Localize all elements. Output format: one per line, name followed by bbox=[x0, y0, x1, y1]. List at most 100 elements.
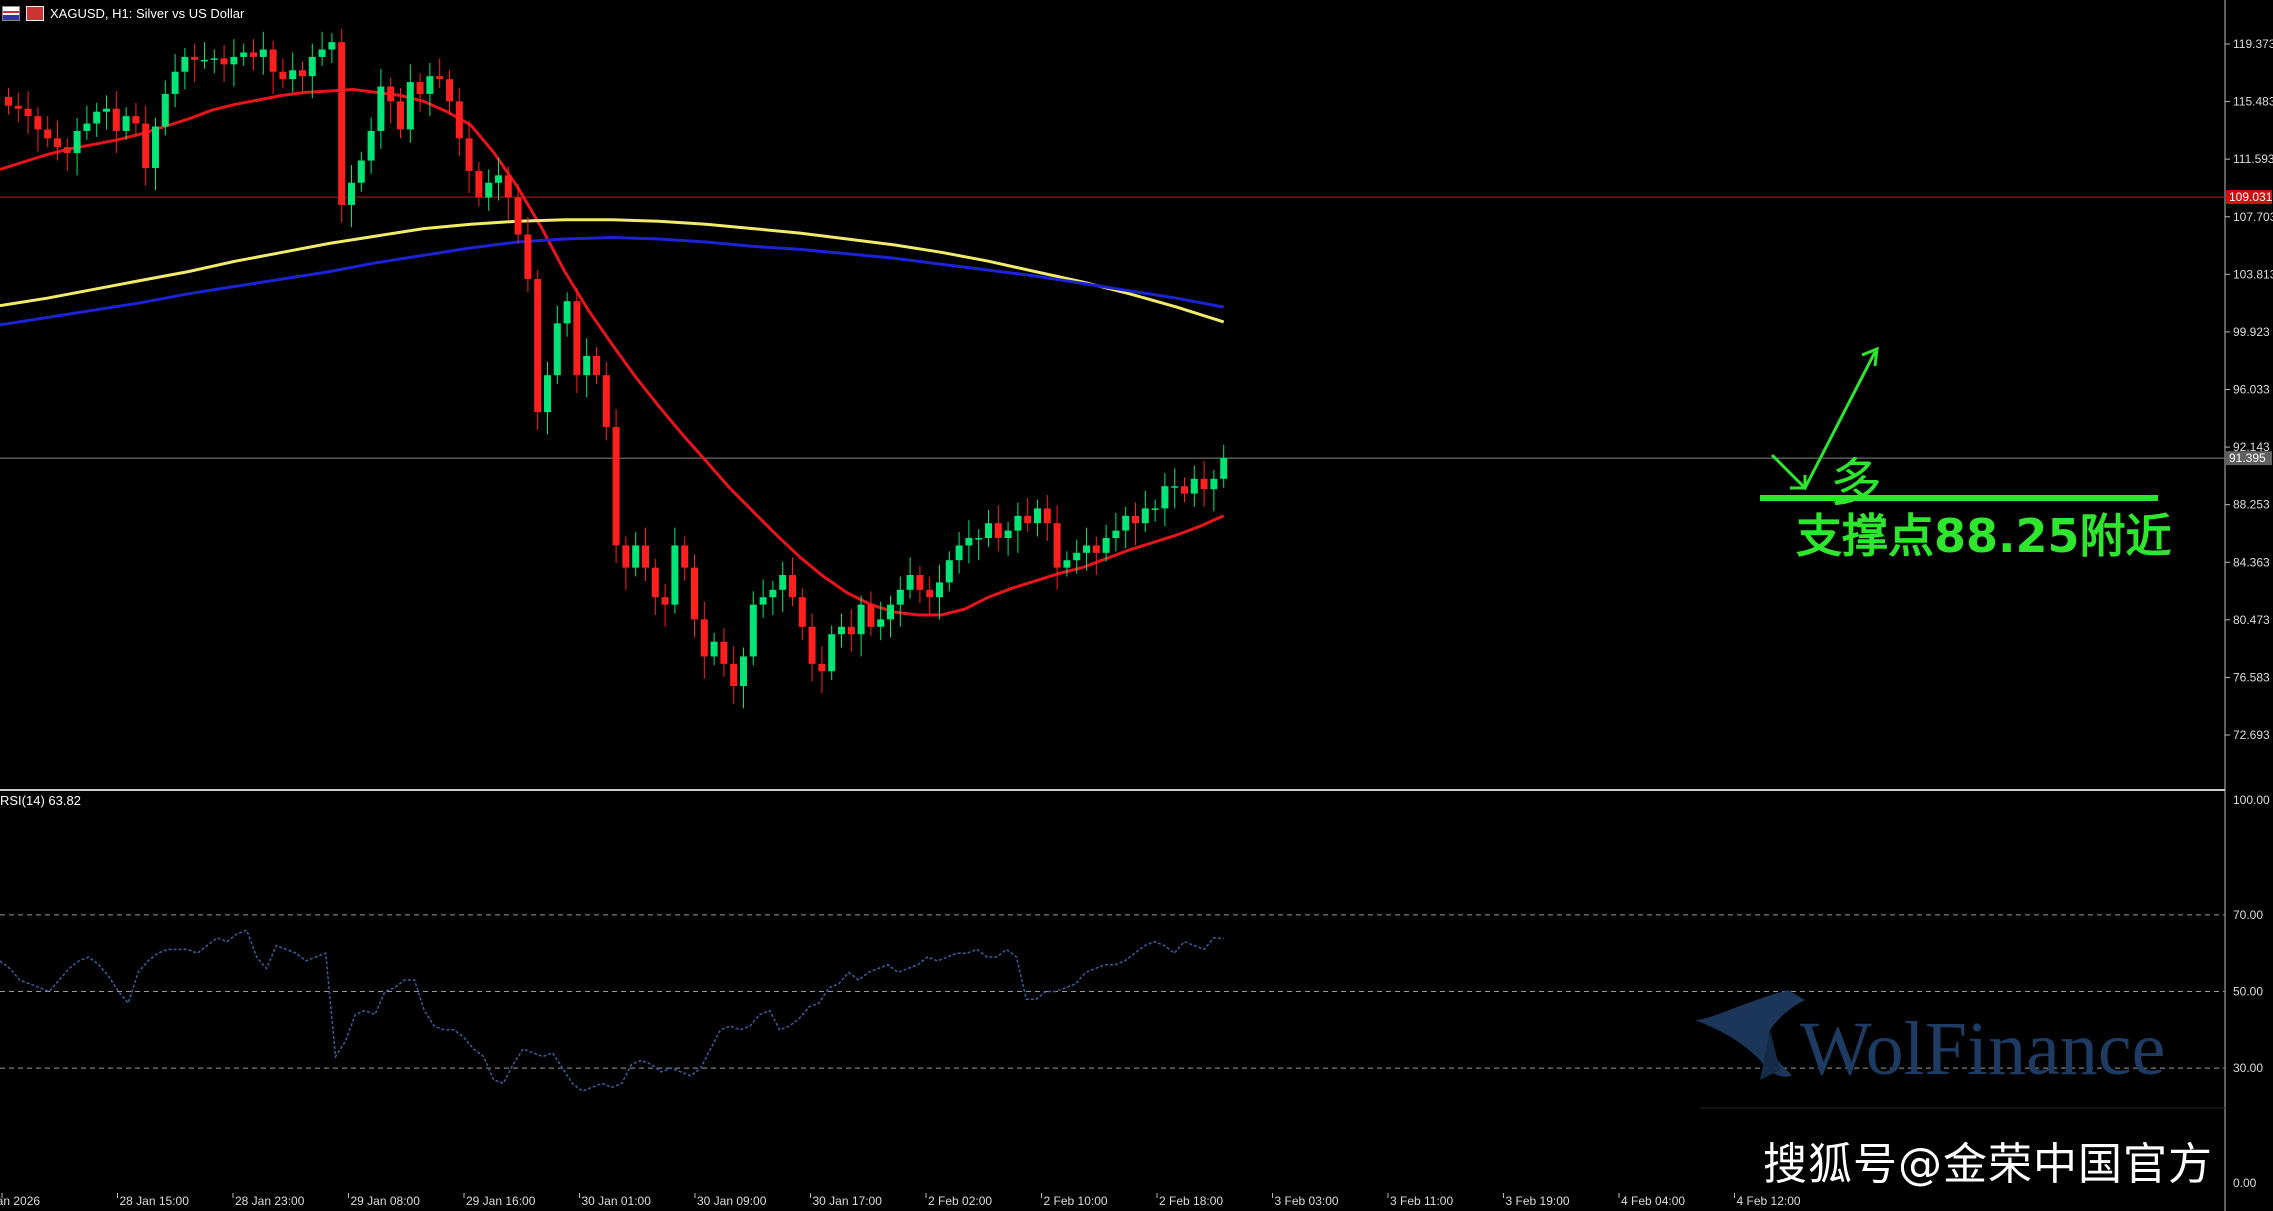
arrow-head-up bbox=[1861, 346, 1879, 367]
candle-body bbox=[34, 116, 42, 130]
price-tick-label: 76.583 bbox=[2233, 670, 2270, 684]
candle-body bbox=[563, 301, 571, 324]
candle-body bbox=[14, 105, 22, 109]
time-tick-label: 30 Jan 17:00 bbox=[813, 1194, 883, 1208]
time-tick-label: 3 Feb 19:00 bbox=[1506, 1194, 1570, 1208]
candle-body bbox=[857, 604, 865, 635]
time-tick-label: 2 Feb 18:00 bbox=[1159, 1194, 1223, 1208]
time-tick-label: 29 Jan 16:00 bbox=[466, 1194, 536, 1208]
time-tick-label: 2 Feb 10:00 bbox=[1044, 1194, 1108, 1208]
candle-body bbox=[1151, 508, 1159, 510]
candle-body bbox=[357, 160, 365, 183]
rsi-label: RSI(14) 63.82 bbox=[0, 793, 81, 808]
candle-body bbox=[328, 42, 336, 50]
price-tick-label: 107.703 bbox=[2233, 210, 2273, 224]
candle-body bbox=[63, 147, 71, 154]
candle-body bbox=[112, 108, 120, 131]
candle-body bbox=[161, 93, 169, 127]
candle-body bbox=[759, 597, 767, 605]
candle-body bbox=[1083, 545, 1090, 553]
candle-body bbox=[132, 116, 140, 124]
symbol-title: XAGUSD, H1: Silver vs US Dollar bbox=[50, 5, 245, 21]
arrow-head-down bbox=[1790, 475, 1807, 490]
candle-body bbox=[1220, 458, 1228, 479]
candle-body bbox=[201, 59, 208, 62]
chart-header: XAGUSD, H1: Silver vs US Dollar bbox=[0, 0, 244, 26]
candle-body bbox=[945, 560, 953, 583]
time-tick-label: 2 Feb 02:00 bbox=[928, 1194, 992, 1208]
candle-body bbox=[446, 79, 453, 102]
candle-body bbox=[524, 234, 532, 279]
time-axis: 27 Jan 2026 28 Jan 15:00 28 Jan 23:00 29 Ja… bbox=[0, 1193, 1801, 1208]
candle-body bbox=[387, 86, 395, 102]
candle-body bbox=[916, 575, 924, 590]
candle-body bbox=[1043, 508, 1051, 524]
current-price-tag bbox=[2226, 451, 2272, 466]
rsi-line bbox=[0, 929, 1224, 1092]
symbol-icon[interactable] bbox=[26, 5, 44, 21]
candle-body bbox=[1132, 515, 1139, 524]
candle-body bbox=[936, 582, 943, 598]
candle-body bbox=[985, 523, 992, 539]
brand-watermark: WolFinance bbox=[1800, 1007, 2166, 1091]
candle-body bbox=[838, 626, 845, 635]
candle-body bbox=[1053, 523, 1061, 568]
candle-body bbox=[377, 86, 385, 131]
price-tick-label: 88.253 bbox=[2233, 498, 2270, 512]
candle-body bbox=[1024, 515, 1032, 524]
time-tick-label: 28 Jan 15:00 bbox=[120, 1194, 190, 1208]
ma-line bbox=[0, 87, 1225, 617]
price-axis: 119.373 115.483 111.593 107.703 103.813 99.92… bbox=[2225, 37, 2273, 742]
candle-body bbox=[191, 56, 199, 60]
candle-body bbox=[1122, 515, 1130, 531]
candle-body bbox=[240, 52, 248, 57]
candle-body bbox=[896, 589, 904, 605]
candle-body bbox=[553, 323, 561, 376]
candle-body bbox=[661, 597, 669, 605]
ma-line bbox=[0, 235, 1224, 327]
candle-body bbox=[83, 123, 91, 131]
candle-body bbox=[1102, 538, 1110, 553]
level-tag-red bbox=[2226, 190, 2272, 205]
time-tick-label: 30 Jan 01:00 bbox=[582, 1194, 652, 1208]
candle-body bbox=[602, 375, 610, 427]
candle-body bbox=[279, 71, 287, 80]
candle-body bbox=[465, 138, 473, 171]
candle-body bbox=[906, 575, 914, 590]
candle-body bbox=[5, 96, 12, 106]
chart-window-icon[interactable] bbox=[2, 5, 20, 21]
candle-body bbox=[1034, 508, 1041, 524]
candle-body bbox=[740, 656, 747, 687]
candle-body bbox=[847, 626, 855, 635]
candle-body bbox=[955, 545, 963, 561]
candle-body bbox=[426, 76, 434, 94]
candle-body bbox=[965, 538, 973, 546]
candle-body bbox=[220, 58, 228, 65]
time-tick-label: 3 Feb 11:00 bbox=[1390, 1194, 1453, 1208]
candle-body bbox=[710, 641, 718, 657]
candle-body bbox=[926, 589, 934, 598]
candle-body bbox=[975, 538, 983, 540]
price-level-lines: 109.031 91.395 bbox=[0, 190, 2273, 466]
direction-annotation: 多 bbox=[1830, 454, 1883, 514]
price-tick-label: 115.483 bbox=[2233, 95, 2273, 109]
candle-body bbox=[720, 641, 728, 664]
candle-body bbox=[1004, 530, 1012, 539]
candle-body bbox=[818, 663, 826, 672]
moving-averages bbox=[0, 87, 1225, 617]
candle-body bbox=[544, 375, 551, 413]
time-tick-label: 4 Feb 04:00 bbox=[1621, 1194, 1685, 1208]
candle-body bbox=[1200, 478, 1208, 490]
candle-body bbox=[1112, 530, 1120, 539]
candle-body bbox=[122, 116, 130, 131]
candle-body bbox=[436, 76, 444, 80]
support-annotation: 支撑点88.25附近 bbox=[1796, 509, 2172, 563]
candle-body bbox=[622, 545, 630, 568]
candle-body bbox=[299, 70, 306, 77]
rsi-tick-label: 100.00 bbox=[2233, 793, 2270, 807]
rsi-tick-label: 0.00 bbox=[2233, 1176, 2257, 1190]
rsi-pane: 100.00 70.00 50.00 30.00 0.00 bbox=[0, 793, 2270, 1190]
price-tick-label: 92.143 bbox=[2233, 440, 2270, 454]
candle-body bbox=[994, 523, 1002, 539]
